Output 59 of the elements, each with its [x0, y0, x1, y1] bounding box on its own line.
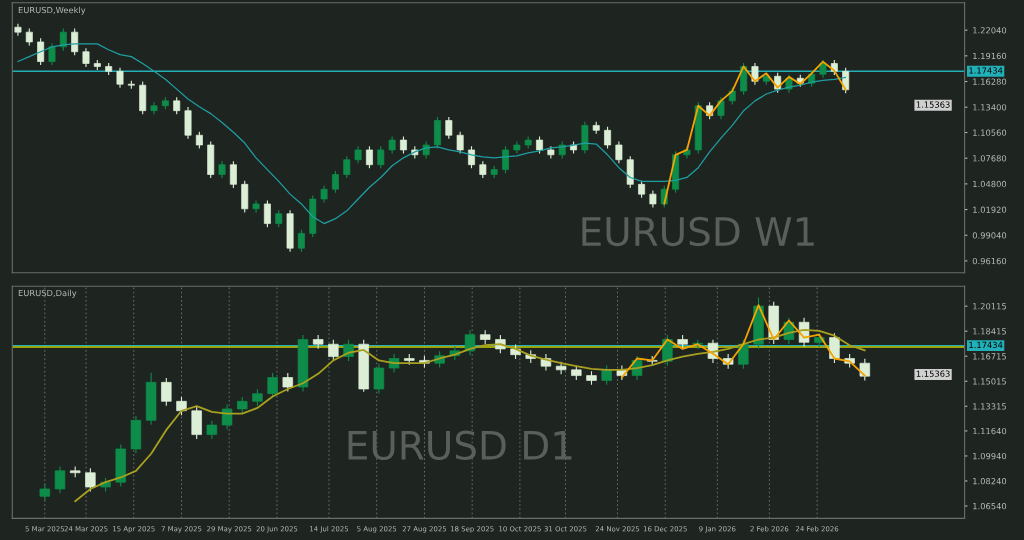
chart-title: EURUSD,Daily	[18, 289, 77, 298]
text: 1.15363	[916, 101, 950, 108]
candlestick	[82, 47, 90, 68]
candlestick	[859, 358, 871, 382]
candlestick	[502, 145, 509, 174]
y-tick-label: 1.10560	[973, 129, 1007, 136]
candlestick	[604, 126, 612, 150]
annotation: EURUSD W1	[582, 216, 814, 247]
candlestick	[445, 116, 453, 140]
candlestick	[85, 467, 96, 493]
y-tick-label: 1.01920	[973, 206, 1007, 213]
candlestick	[221, 404, 233, 431]
candlestick	[71, 28, 79, 56]
ref-line-label: 1.17434	[969, 341, 1003, 349]
y-tick-label: 1.19160	[973, 52, 1007, 60]
y-tick-label: 1.22040	[973, 27, 1007, 34]
candlestick	[601, 364, 612, 386]
candlestick	[331, 170, 339, 194]
y-tick-label: 1.20115	[973, 303, 1006, 310]
candlestick	[464, 329, 476, 356]
candlestick	[282, 372, 294, 393]
candlestick	[738, 339, 749, 370]
y-tick-label: 1.07680	[973, 155, 1007, 162]
y-tick-label: 1.16715	[973, 353, 1006, 360]
y-tick-label: 0.96160	[972, 257, 1007, 265]
y-tick-label: 0.99040	[972, 232, 1007, 239]
chart-title: EURUSD,Weekly	[18, 6, 86, 15]
candlestick	[343, 155, 351, 179]
candlestick	[206, 420, 218, 440]
y-tick-label: 1.06540	[973, 503, 1007, 510]
candlestick	[377, 145, 385, 169]
candlestick	[37, 37, 45, 66]
candlestick	[150, 101, 158, 115]
candlestick	[373, 363, 385, 394]
candlestick	[297, 229, 305, 253]
y-tick-label: 1.11640	[973, 427, 1007, 435]
y-tick-label: 1.18415	[973, 328, 1006, 335]
candlestick	[267, 372, 278, 399]
candlestick	[48, 42, 56, 66]
candlestick	[191, 405, 202, 440]
candlestick	[54, 465, 66, 494]
y-tick-label: 1.09940	[973, 452, 1007, 460]
candlestick	[365, 145, 373, 169]
y-tick-label: 1.13315	[973, 403, 1006, 410]
y-tick-label: 1.15015	[973, 378, 1006, 385]
y-tick-label: 1.08240	[973, 477, 1007, 485]
ref-line-label: 1.17434	[969, 67, 1003, 74]
annotation: 1.15363	[916, 370, 950, 377]
candlestick	[615, 140, 623, 164]
y-tick-label: 1.13400	[973, 104, 1007, 111]
candlestick	[14, 23, 22, 37]
candlestick	[176, 396, 187, 416]
annotation: EURUSD D1	[348, 430, 572, 461]
y-tick-label: 1.16280	[973, 78, 1007, 85]
y-tick-label: 1.04800	[973, 180, 1007, 188]
candlestick	[263, 199, 271, 228]
candlestick	[116, 67, 124, 89]
candlestick	[161, 377, 172, 407]
candlestick	[229, 160, 237, 189]
